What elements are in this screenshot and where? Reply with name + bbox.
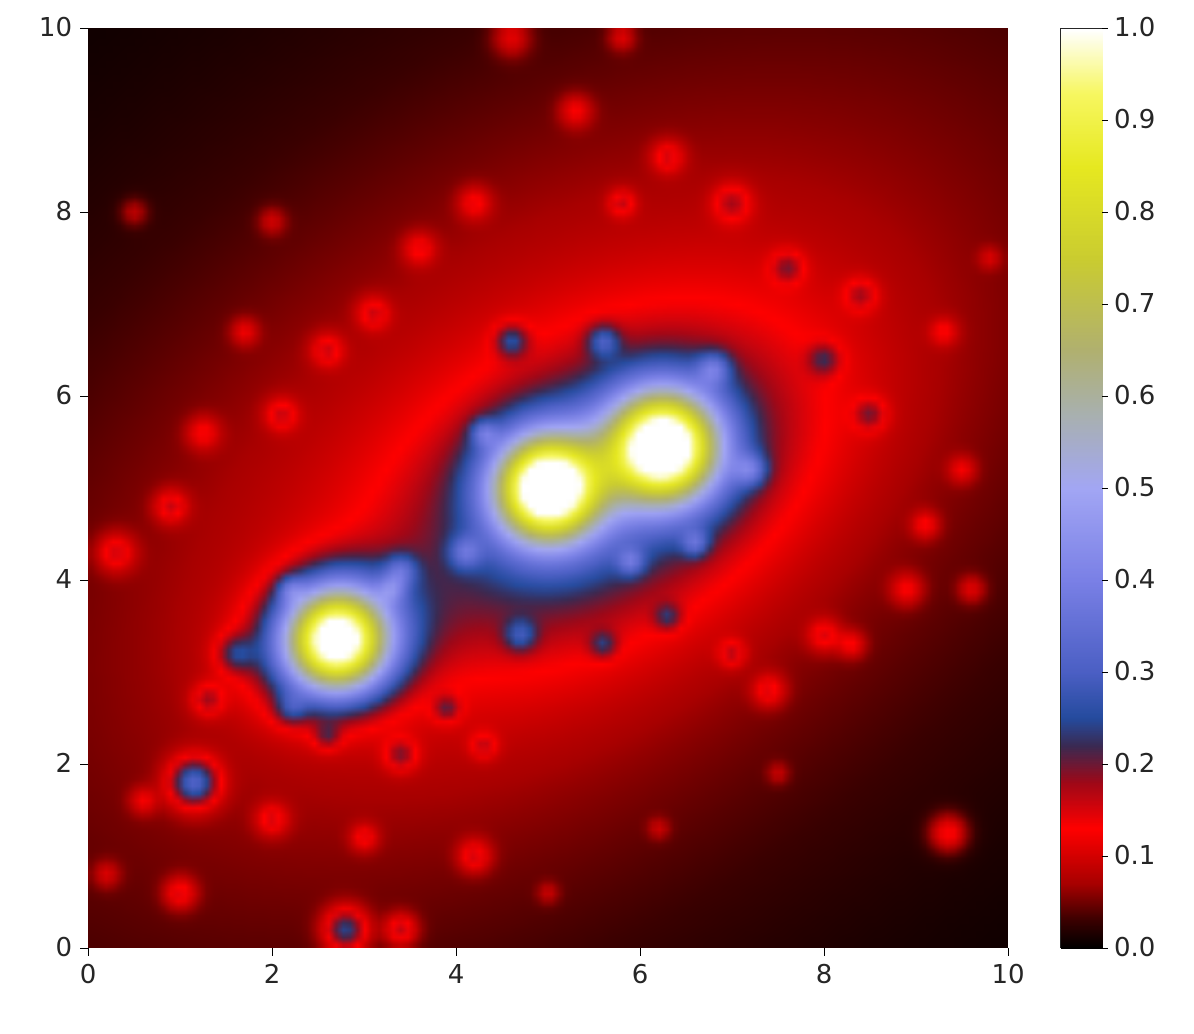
y-tick-label: 10 [20,13,72,43]
colorbar-tick-label: 0.1 [1114,841,1155,871]
y-tick-label: 4 [20,565,72,595]
x-tick-label: 8 [816,960,833,990]
colorbar-tick-label: 0.0 [1114,933,1155,963]
x-tick [640,948,641,956]
x-tick [272,948,273,956]
colorbar [1060,28,1102,948]
x-tick-label: 6 [632,960,649,990]
y-tick-label: 2 [20,749,72,779]
colorbar-canvas [1061,29,1103,949]
colorbar-tick-label: 0.2 [1114,749,1155,779]
x-tick [1008,948,1009,956]
colorbar-tick [1102,948,1108,949]
x-tick-label: 4 [448,960,465,990]
y-tick [80,212,88,213]
x-tick-label: 10 [991,960,1024,990]
y-tick [80,948,88,949]
colorbar-tick [1102,672,1108,673]
colorbar-tick [1102,764,1108,765]
colorbar-tick [1102,580,1108,581]
x-tick-label: 2 [264,960,281,990]
colorbar-tick [1102,212,1108,213]
heatmap-canvas [88,28,1008,948]
colorbar-tick-label: 1.0 [1114,13,1155,43]
colorbar-tick [1102,304,1108,305]
colorbar-tick [1102,396,1108,397]
y-tick-label: 6 [20,381,72,411]
colorbar-tick [1102,120,1108,121]
x-tick [88,948,89,956]
colorbar-tick [1102,28,1108,29]
colorbar-tick-label: 0.8 [1114,197,1155,227]
colorbar-tick-label: 0.4 [1114,565,1155,595]
colorbar-tick-label: 0.5 [1114,473,1155,503]
colorbar-tick-label: 0.6 [1114,381,1155,411]
y-tick-label: 8 [20,197,72,227]
figure: 0 2 4 6 8 10 0 2 4 6 8 10 0.0 0.1 0.2 0.3 0.4 0.5 0.6 0.7 0… [0,0,1194,1034]
x-tick [456,948,457,956]
colorbar-tick [1102,856,1108,857]
colorbar-tick-label: 0.7 [1114,289,1155,319]
colorbar-tick-label: 0.9 [1114,105,1155,135]
y-tick [80,28,88,29]
y-tick [80,764,88,765]
colorbar-tick-label: 0.3 [1114,657,1155,687]
heatmap-plot-area [88,28,1008,948]
colorbar-tick [1102,488,1108,489]
y-tick [80,396,88,397]
y-tick-label: 0 [20,933,72,963]
x-tick-label: 0 [80,960,97,990]
x-tick [824,948,825,956]
y-tick [80,580,88,581]
